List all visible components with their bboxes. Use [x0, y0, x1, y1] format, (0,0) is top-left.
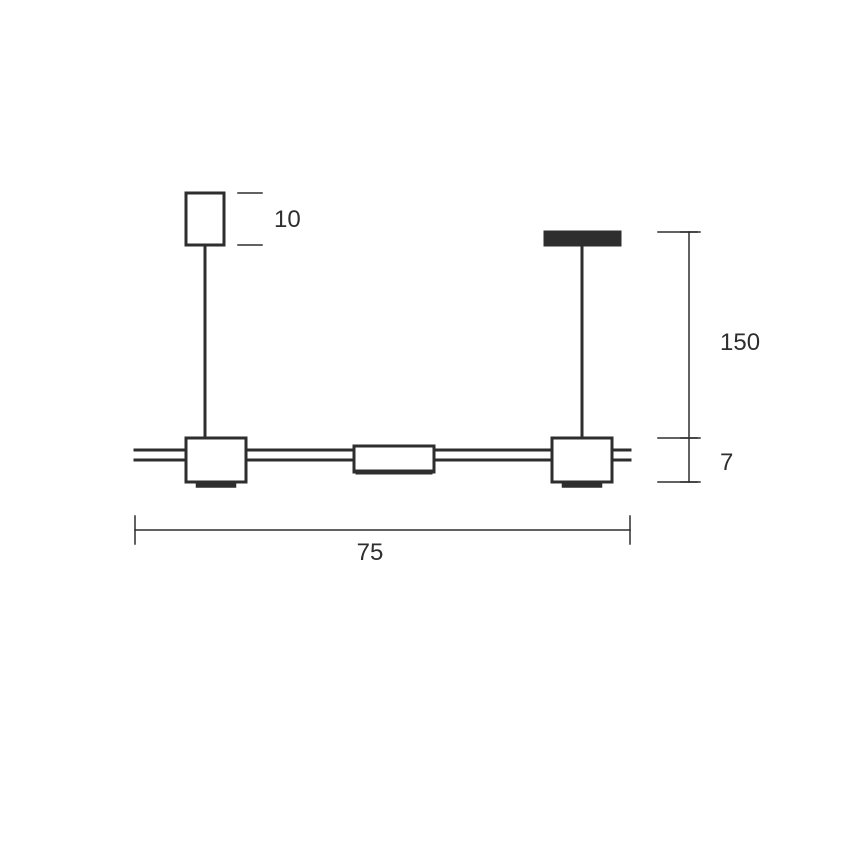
dim-width-label: 75 — [357, 539, 384, 566]
technical-drawing: 10 75 150 7 — [0, 0, 868, 868]
dim-drop-label: 150 — [720, 329, 760, 356]
spot-box-right-foot — [563, 482, 602, 487]
dim-canopy-height: 10 — [274, 206, 301, 233]
canopy-box — [186, 193, 224, 245]
spot-box-left-foot — [197, 482, 236, 487]
spot-box-right — [552, 438, 612, 482]
dim-fixture-label: 7 — [720, 449, 733, 476]
mount-plate — [545, 232, 620, 245]
spot-box-middle — [354, 446, 434, 472]
spot-box-left — [186, 438, 246, 482]
